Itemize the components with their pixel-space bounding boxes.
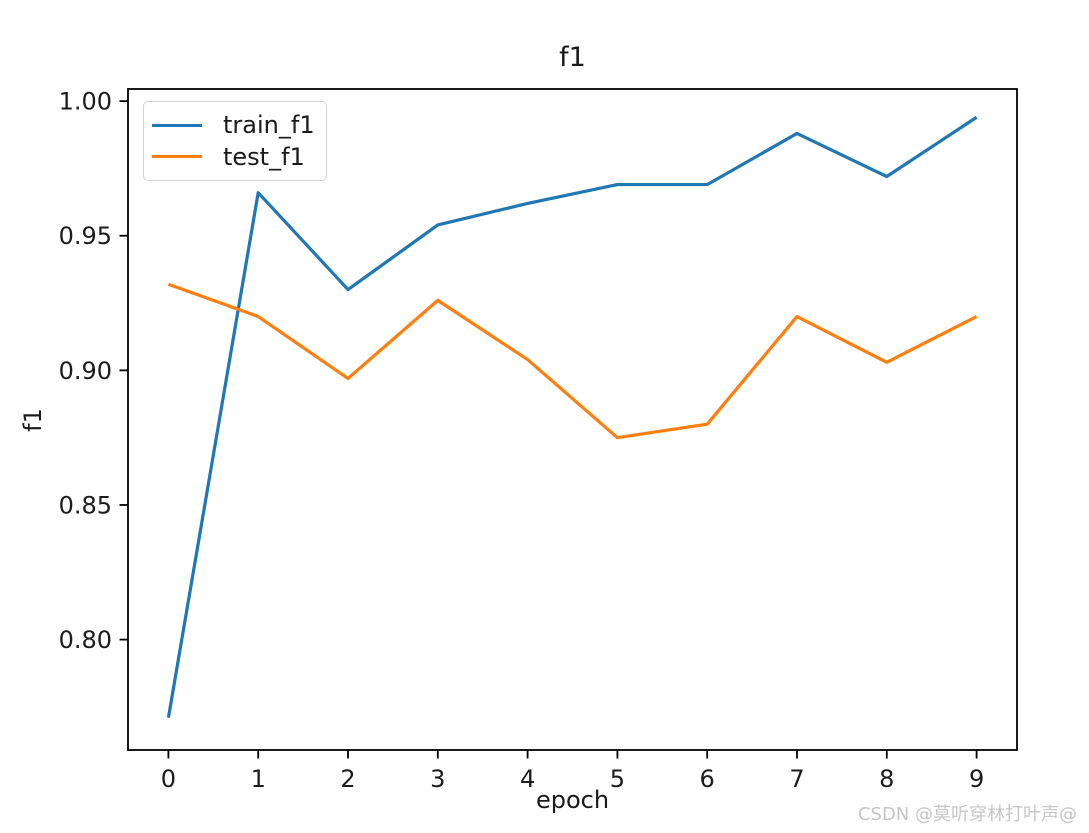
x-tick-label: 5 (610, 765, 625, 793)
train-f1-line-swatch (152, 123, 202, 128)
y-axis-label: f1 (19, 408, 47, 432)
y-tick-label: 1.00 (59, 88, 112, 116)
x-tick-label: 9 (969, 765, 984, 793)
train_f1-line (166, 115, 978, 718)
y-tick-label: 0.95 (59, 222, 112, 250)
legend-label-test-f1: test_f1 (223, 142, 305, 171)
y-tick-label: 0.85 (59, 491, 112, 519)
x-tick-label: 8 (879, 765, 894, 793)
x-tick-label: 7 (789, 765, 804, 793)
legend: train_f1 test_f1 (143, 101, 327, 181)
y-tick-label: 0.80 (59, 626, 112, 654)
y-tick-label: 0.90 (59, 357, 112, 385)
test-f1-line-swatch (152, 154, 202, 159)
watermark-text: CSDN @莫听穿林打叶声@ (857, 804, 1077, 825)
test_f1-line (167, 282, 978, 440)
x-tick-label: 1 (251, 765, 266, 793)
x-tick-label: 2 (340, 765, 355, 793)
x-tick-label: 3 (430, 765, 445, 793)
legend-entry-test-f1: test_f1 (152, 145, 316, 169)
chart-title: f1 (559, 42, 586, 73)
legend-label-train-f1: train_f1 (223, 111, 315, 140)
x-tick-label: 6 (700, 765, 715, 793)
x-tick-label: 0 (161, 765, 176, 793)
x-tick-label: 4 (520, 765, 535, 793)
legend-entry-train-f1: train_f1 (152, 113, 316, 137)
x-axis-label: epoch (535, 786, 610, 814)
axes-frame (127, 88, 1018, 751)
